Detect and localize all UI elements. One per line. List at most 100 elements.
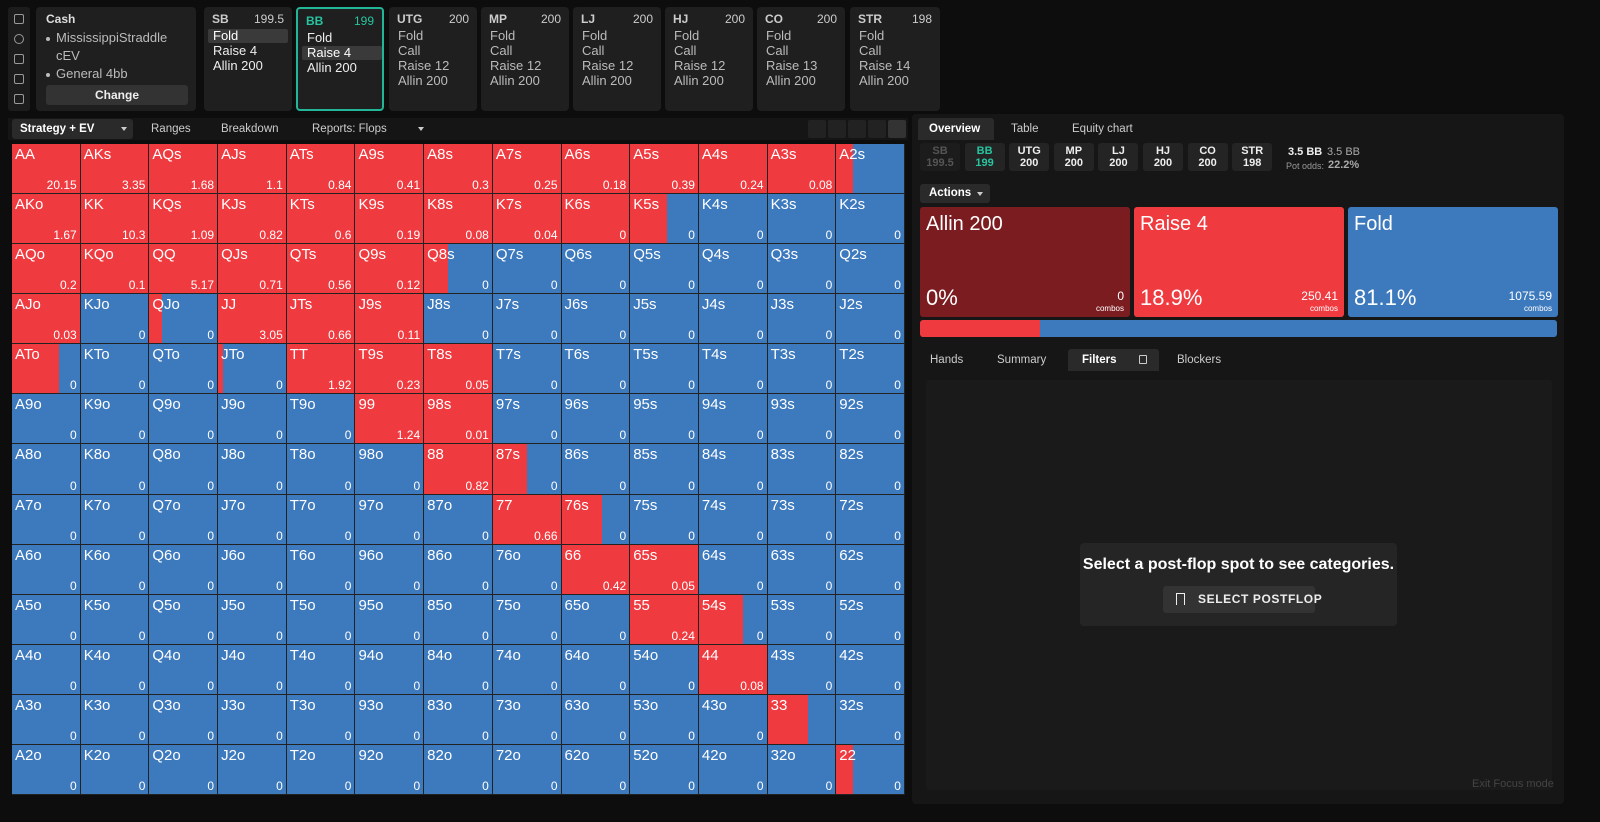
position-action[interactable]: Call (859, 43, 882, 58)
hand-cell[interactable]: 93o 0 (355, 694, 424, 744)
hand-cell[interactable]: Q3s 0 (767, 244, 836, 294)
hand-cell[interactable]: A2s (836, 144, 904, 194)
hand-cell[interactable]: K4o 0 (80, 644, 149, 694)
hand-cell[interactable]: Q4s 0 (698, 244, 767, 294)
hand-cell[interactable]: T6o 0 (286, 544, 355, 594)
hand-cell[interactable]: 64s 0 (698, 544, 767, 594)
hand-cell[interactable]: J2s 0 (836, 294, 904, 344)
hand-cell[interactable]: T8o 0 (286, 444, 355, 494)
hand-cell[interactable]: 63o 0 (561, 694, 630, 744)
left-tab[interactable]: Strategy + EV (12, 119, 133, 139)
lower-tab[interactable]: Summary (997, 354, 1047, 366)
hand-cell[interactable]: 85o 0 (424, 594, 492, 644)
hand-cell[interactable]: KJs 0.82 (218, 194, 286, 244)
hand-cell[interactable]: 73s 0 (767, 494, 836, 544)
position-action[interactable]: Fold (859, 28, 885, 43)
hand-cell[interactable]: JTs 0.66 (286, 294, 355, 344)
hand-cell[interactable]: J5o 0 (218, 594, 286, 644)
hand-cell[interactable]: K2s 0 (836, 194, 904, 244)
hand-cell[interactable]: K6s 0 (561, 194, 630, 244)
hand-cell[interactable]: 86o 0 (424, 544, 492, 594)
hand-cell[interactable]: 85s 0 (630, 444, 698, 494)
hand-cell[interactable]: 95s 0 (630, 394, 698, 444)
hand-cell[interactable]: 84s 0 (698, 444, 767, 494)
hand-cell[interactable]: K5o 0 (80, 594, 149, 644)
hand-cell[interactable]: 77 0.66 (492, 494, 561, 544)
right-tab[interactable]: Overview (918, 118, 994, 140)
hand-cell[interactable]: AJs 1.1 (218, 144, 286, 194)
hand-cell[interactable]: QJo 0 (149, 294, 218, 344)
position-card[interactable]: LJ 200 Fold Call Raise 12 Allin 200 (573, 7, 661, 111)
hand-cell[interactable]: KQo 0.1 (80, 244, 149, 294)
hand-cell[interactable]: 66 0.42 (561, 544, 630, 594)
left-tab[interactable]: Reports: Flops (312, 123, 387, 135)
hand-cell[interactable]: AQo 0.2 (12, 244, 80, 294)
hand-cell[interactable]: 52o 0 (630, 744, 698, 794)
hand-cell[interactable]: T5s 0 (630, 344, 698, 394)
position-action[interactable]: Call (398, 43, 421, 58)
view-toggle[interactable] (848, 120, 866, 138)
hand-cell[interactable]: QTo 0 (149, 344, 218, 394)
hand-cell[interactable]: Q6s 0 (561, 244, 630, 294)
hand-cell[interactable]: J8s 0 (424, 294, 492, 344)
hand-cell[interactable]: K2o 0 (80, 744, 149, 794)
right-tab[interactable]: Equity chart (1072, 123, 1133, 135)
hand-cell[interactable]: K6o 0 (80, 544, 149, 594)
hand-cell[interactable]: T3o 0 (286, 694, 355, 744)
hand-cell[interactable]: 86s 0 (561, 444, 630, 494)
hand-cell[interactable]: KQs 1.09 (149, 194, 218, 244)
hand-cell[interactable]: A4s 0.24 (698, 144, 767, 194)
position-action[interactable]: Fold (398, 28, 424, 43)
hand-cell[interactable]: K7s 0.04 (492, 194, 561, 244)
hand-cell[interactable]: KTs 0.6 (286, 194, 355, 244)
hand-cell[interactable]: 64o 0 (561, 644, 630, 694)
hand-cell[interactable]: T7o 0 (286, 494, 355, 544)
hand-cell[interactable]: T5o 0 (286, 594, 355, 644)
position-card[interactable]: SB 199.5 Fold Raise 4 Allin 200 (204, 7, 292, 111)
hand-cell[interactable]: 94s 0 (698, 394, 767, 444)
hand-cell[interactable]: T2o 0 (286, 744, 355, 794)
hand-cell[interactable]: J9o 0 (218, 394, 286, 444)
position-card[interactable]: UTG 200 Fold Call Raise 12 Allin 200 (389, 7, 477, 111)
hand-cell[interactable]: 63s 0 (767, 544, 836, 594)
icon[interactable] (14, 54, 24, 64)
hand-cell[interactable]: 83o 0 (424, 694, 492, 744)
position-action[interactable]: Raise 12 (582, 58, 634, 73)
hand-cell[interactable]: A8s 0.3 (424, 144, 492, 194)
hand-cell[interactable]: T4s 0 (698, 344, 767, 394)
hand-cell[interactable]: Q5s 0 (630, 244, 698, 294)
hand-cell[interactable]: A3s 0.08 (767, 144, 836, 194)
hand-cell[interactable]: 83s 0 (767, 444, 836, 494)
hand-cell[interactable]: A3o 0 (12, 694, 80, 744)
icon[interactable] (14, 74, 24, 84)
left-tab[interactable]: Breakdown (221, 123, 279, 135)
hand-cell[interactable]: AA 20.15 (12, 144, 80, 194)
hand-cell[interactable]: KTo 0 (80, 344, 149, 394)
icon[interactable] (14, 94, 24, 104)
hand-cell[interactable]: A7s 0.25 (492, 144, 561, 194)
hand-cell[interactable]: K7o 0 (80, 494, 149, 544)
hand-cell[interactable]: 82s 0 (836, 444, 904, 494)
hand-cell[interactable]: 76o 0 (492, 544, 561, 594)
hand-cell[interactable]: 72s 0 (836, 494, 904, 544)
hand-cell[interactable]: A9o 0 (12, 394, 80, 444)
lower-tab[interactable]: Filters (1068, 349, 1159, 371)
view-toggle[interactable] (828, 120, 846, 138)
position-chip[interactable]: BB 199 (964, 143, 1005, 171)
hand-cell[interactable]: TT 1.92 (286, 344, 355, 394)
hand-cell[interactable]: J4o 0 (218, 644, 286, 694)
position-action[interactable]: Raise 13 (766, 58, 818, 73)
hand-cell[interactable]: A6o 0 (12, 544, 80, 594)
hand-cell[interactable]: 75s 0 (630, 494, 698, 544)
hand-cell[interactable]: AQs 1.68 (149, 144, 218, 194)
hand-cell[interactable]: QJs 0.71 (218, 244, 286, 294)
hand-cell[interactable]: 84o 0 (424, 644, 492, 694)
hand-cell[interactable]: 53s 0 (767, 594, 836, 644)
hand-cell[interactable]: 92o 0 (355, 744, 424, 794)
hand-cell[interactable]: 43s 0 (767, 644, 836, 694)
position-card[interactable]: STR 198 Fold Call Raise 14 Allin 200 (850, 7, 940, 111)
position-action[interactable]: Allin 200 (859, 73, 909, 88)
position-action[interactable]: Fold (674, 28, 700, 43)
hand-cell[interactable]: 62o 0 (561, 744, 630, 794)
hand-cell[interactable]: Q4o 0 (149, 644, 218, 694)
